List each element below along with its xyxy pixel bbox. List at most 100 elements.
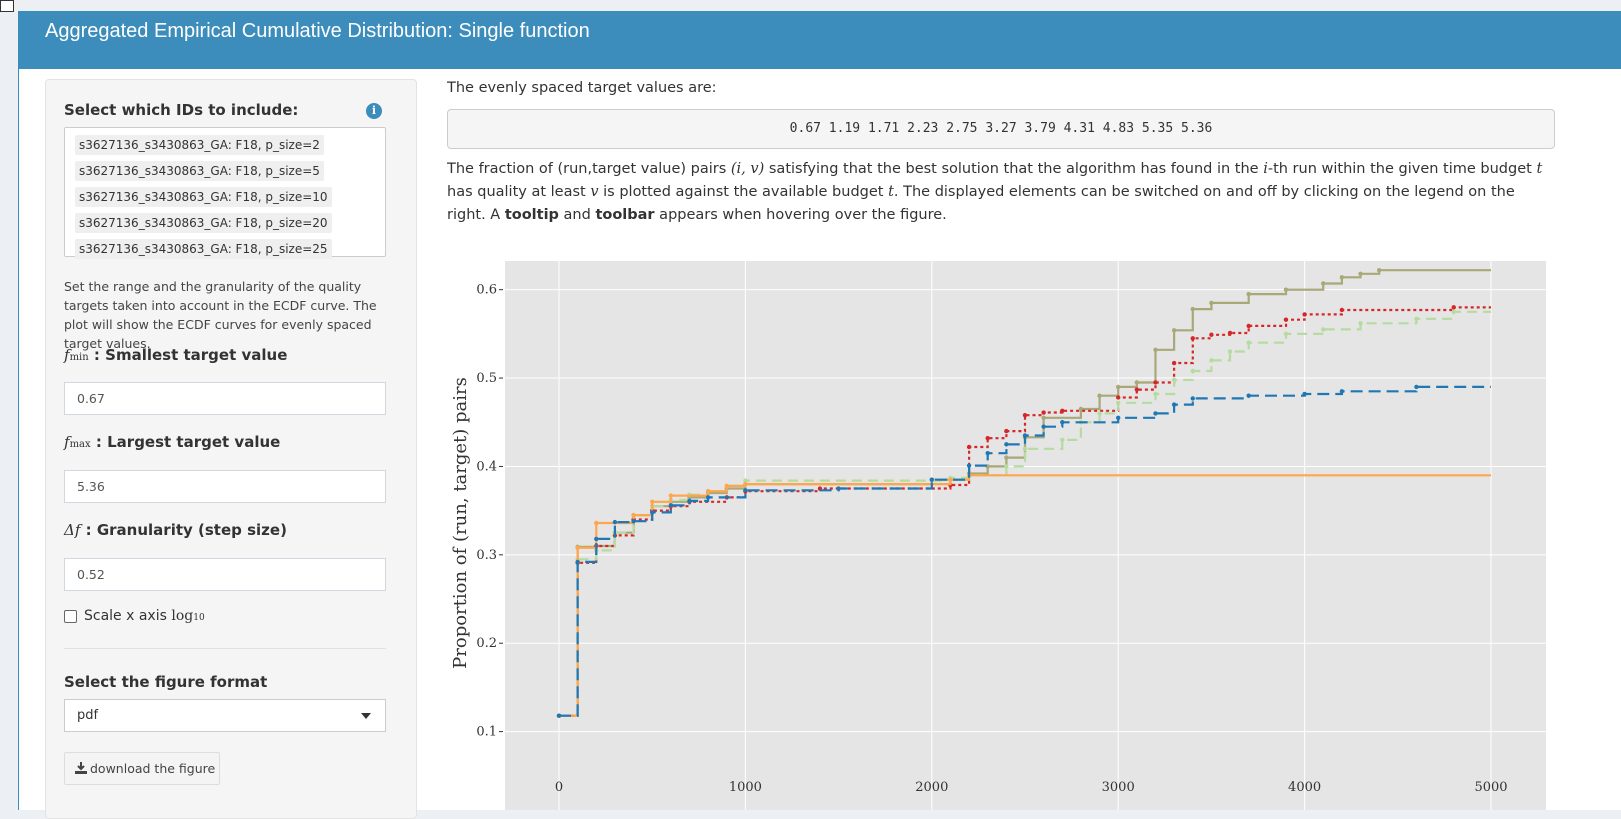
desc-math: i [1263,161,1268,177]
series-point [1041,410,1046,415]
desc-part: has quality at least [447,184,591,200]
box-header: Aggregated Empirical Cumulative Distribu… [19,11,1621,69]
step-text: : Granularity (step size) [85,521,287,539]
y-tick-label: 0.1 [476,725,497,740]
series-point [1097,393,1102,398]
page-title: Aggregated Empirical Cumulative Distribu… [45,20,590,42]
scale-log-checkbox[interactable] [64,610,77,623]
series-point [1153,411,1158,416]
series-point [1171,402,1177,407]
desc-part: and [558,207,596,223]
sidebar-panel: Select which IDs to include: i s3627136_… [45,79,417,819]
fmin-sub: min [69,352,89,363]
download-button[interactable]: download the figure [64,752,220,785]
desc-bold: toolbar [595,207,655,223]
series-point [650,510,655,515]
series-point [1041,424,1046,429]
step-input[interactable]: 0.52 [64,558,386,591]
scale-log-text: Scale x axis [84,608,172,624]
series-point [556,713,562,718]
series-point [1171,377,1177,383]
series-point [743,481,748,487]
id-tag[interactable]: s3627136_s3430863_GA: F18, p_size=2 [75,135,324,155]
series-point [985,435,990,441]
series-point [1134,387,1140,392]
series-point [1004,464,1009,469]
range-help-text: Set the range and the granularity of the… [64,279,377,351]
series-point [631,512,636,518]
series-point [1060,420,1065,425]
desc-part: satisfying that the best solution that t… [764,161,1264,177]
series-point [1321,281,1326,286]
info-icon[interactable]: i [366,103,382,119]
series-point [1190,368,1195,374]
scale-log-label[interactable]: Scale x axis log10 [84,608,205,624]
series-point [985,450,990,456]
id-tag[interactable]: s3627136_s3430863_GA: F18, p_size=25 [75,239,332,259]
series-point [687,498,692,504]
x-tick-label: 3000 [1102,780,1135,795]
id-tag[interactable]: s3627136_s3430863_GA: F18, p_size=20 [75,213,332,233]
format-value: pdf [77,708,99,723]
series-point [1414,316,1419,322]
series-point [1171,328,1177,333]
x-tick-label: 2000 [915,780,948,795]
fmax-input[interactable]: 5.36 [64,470,386,503]
series-point [575,559,580,565]
fmin-symbol: f [64,346,70,364]
series-point [1283,331,1289,337]
series-point [724,483,729,489]
series-point [1022,446,1028,451]
series-point [1209,332,1214,337]
series-line [559,310,1491,717]
y-tick-label: 0.5 [476,371,497,386]
fmax-symbol: f [64,433,70,451]
series-point [1097,411,1102,416]
series-point [1451,309,1456,314]
id-tag[interactable]: s3627136_s3430863_GA: F18, p_size=10 [75,187,332,207]
series-point [594,520,599,526]
corner-checkbox[interactable] [0,0,14,12]
series-point [612,519,618,525]
y-tick-label: 0.4 [476,459,497,474]
series-point [1227,349,1233,354]
desc-math: t [888,184,894,200]
step-label: Δf : Granularity (step size) [64,521,287,539]
ecdf-chart[interactable]: 0 1000 2000 3000 4000 5000 0.1 0.2 0.3 0.4 0.5 0.6 P… [439,261,1609,810]
desc-part: The fraction of (run,target value) pairs [447,161,731,177]
series-point [1376,268,1382,273]
series-point [1414,384,1419,390]
series-point [1283,287,1289,292]
series-point [1060,437,1065,443]
series-point [575,545,580,550]
series-point [1171,360,1177,366]
fmax-text: : Largest target value [95,433,281,451]
series-point [1209,300,1214,306]
series-point [668,503,674,508]
scale-log-sub: 10 [193,613,205,623]
description-text: The fraction of (run,target value) pairs… [447,158,1557,227]
id-tag[interactable]: s3627136_s3430863_GA: F18, p_size=5 [75,161,324,181]
format-label: Select the figure format [64,673,268,691]
main-box: Aggregated Empirical Cumulative Distribu… [18,11,1621,819]
fmax-sub: max [69,439,91,450]
download-label: download the figure [90,761,216,776]
series-point [1339,389,1345,394]
series-point [1004,455,1009,460]
fmin-input[interactable]: 0.67 [64,382,386,415]
format-select[interactable]: pdf [64,699,386,732]
series-point [1190,306,1195,312]
series-point [1078,406,1084,412]
id-selector[interactable]: s3627136_s3430863_GA: F18, p_size=2 s362… [64,127,386,259]
series-point [1153,391,1158,397]
series-point [705,488,711,494]
series-point [668,493,674,498]
series-point [929,477,934,482]
series-point [1153,347,1158,352]
series-point [1358,271,1363,276]
fmin-text: : Smallest target value [93,346,288,364]
series-point [1283,317,1289,322]
desc-bold: tooltip [504,207,559,223]
fmax-label: fmax : Largest target value [64,433,280,451]
download-icon [75,762,87,774]
